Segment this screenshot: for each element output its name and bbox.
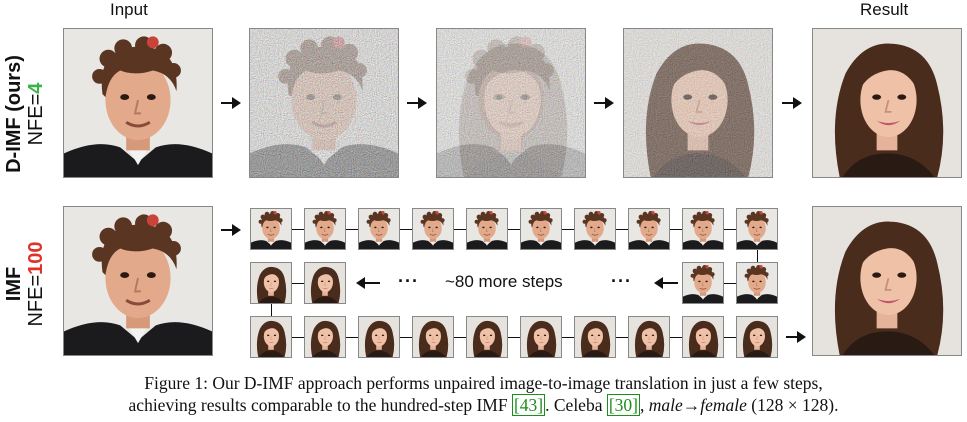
imf-thumb-mid-2 bbox=[304, 262, 346, 304]
result-header: Result bbox=[860, 0, 909, 19]
imf-thumb-top-4 bbox=[412, 208, 454, 250]
input-header: Input bbox=[110, 0, 148, 19]
dimf-row-label: D-IMF (ours) NFE=4 bbox=[3, 34, 47, 194]
imf-input-image bbox=[63, 206, 213, 356]
imf-thumb-bot-6 bbox=[520, 316, 562, 358]
imf-thumb-top-9 bbox=[682, 208, 724, 250]
dimf-step-3-image bbox=[623, 28, 773, 178]
imf-dots-left: ··· bbox=[398, 271, 419, 291]
imf-thumb-top-5 bbox=[466, 208, 508, 250]
imf-thumb-mid-1 bbox=[250, 262, 292, 304]
imf-row-label: IMF NFE=100 bbox=[3, 214, 47, 354]
imf-thumb-bot-4 bbox=[412, 316, 454, 358]
dimf-result-image bbox=[812, 28, 962, 178]
dimf-nfe-value: 4 bbox=[25, 82, 47, 94]
imf-thumb-bot-7 bbox=[574, 316, 616, 358]
dimf-arrow-4 bbox=[782, 97, 802, 109]
citation-43[interactable]: [43] bbox=[511, 394, 546, 416]
imf-thumb-top-6 bbox=[520, 208, 562, 250]
imf-thumb-bot-1 bbox=[250, 316, 292, 358]
imf-thumb-top-10 bbox=[736, 208, 778, 250]
imf-thumb-top-1 bbox=[250, 208, 292, 250]
imf-thumb-bot-9 bbox=[682, 316, 724, 358]
imf-arrow-in bbox=[221, 224, 241, 236]
imf-result-image bbox=[812, 206, 962, 356]
dimf-input-image bbox=[63, 28, 213, 178]
imf-thumb-bot-8 bbox=[628, 316, 670, 358]
imf-thumb-top-2 bbox=[304, 208, 346, 250]
imf-thumb-top-3 bbox=[358, 208, 400, 250]
dimf-step-2-image bbox=[436, 28, 586, 178]
dimf-step-1-image bbox=[249, 28, 399, 178]
imf-thumb-bot-2 bbox=[304, 316, 346, 358]
caption-line-2: achieving results comparable to the hund… bbox=[128, 394, 839, 416]
imf-arrow-mid-right bbox=[654, 277, 678, 289]
caption-line-1: Figure 1: Our D-IMF approach performs un… bbox=[144, 373, 823, 393]
imf-connector-left bbox=[271, 304, 272, 316]
dimf-nfe: NFE=4 bbox=[25, 82, 47, 146]
imf-thumb-bot-5 bbox=[466, 316, 508, 358]
imf-thumb-top-8 bbox=[628, 208, 670, 250]
imf-thumb-mid-3 bbox=[682, 262, 724, 304]
dimf-arrow-1 bbox=[221, 97, 241, 109]
imf-nfe: NFE=100 bbox=[25, 241, 47, 327]
dimf-title: D-IMF (ours) bbox=[3, 55, 25, 173]
caption-task: male→female bbox=[648, 395, 747, 415]
imf-arrow-mid bbox=[356, 277, 380, 289]
imf-thumb-bot-3 bbox=[358, 316, 400, 358]
imf-nfe-value: 100 bbox=[25, 241, 47, 275]
dimf-arrow-3 bbox=[594, 97, 614, 109]
imf-thumb-mid-4 bbox=[736, 262, 778, 304]
imf-title: IMF bbox=[3, 266, 25, 302]
dimf-arrow-2 bbox=[407, 97, 427, 109]
imf-dots-right: ··· bbox=[611, 271, 632, 291]
figure-caption: Figure 1: Our D-IMF approach performs un… bbox=[0, 372, 967, 416]
imf-arrow-out bbox=[786, 331, 806, 343]
imf-thumb-bot-10 bbox=[736, 316, 778, 358]
imf-more-steps-label: ~80 more steps bbox=[445, 272, 563, 291]
imf-thumb-top-7 bbox=[574, 208, 616, 250]
citation-30[interactable]: [30] bbox=[606, 394, 640, 416]
imf-connector-right bbox=[757, 250, 758, 262]
